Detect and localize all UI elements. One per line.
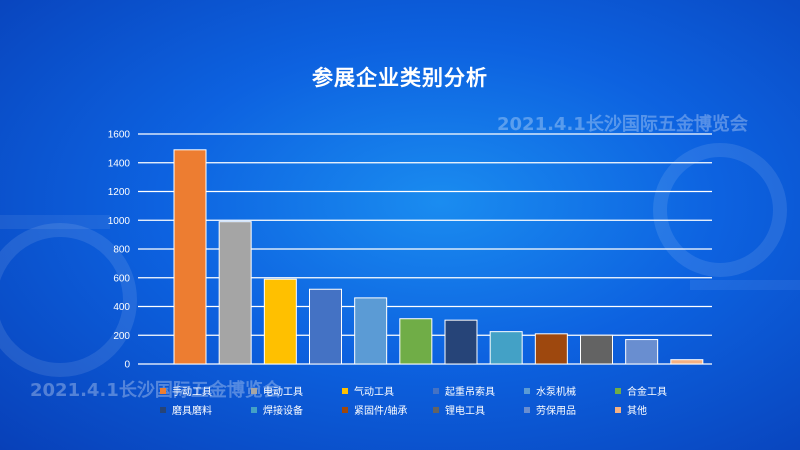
legend-item: 起重吊索具 <box>433 381 524 400</box>
legend-label: 劳保用品 <box>536 406 576 417</box>
legend-item: 劳保用品 <box>524 400 615 419</box>
legend-item: 焊接设备 <box>251 400 342 419</box>
legend-item: 锂电工具 <box>433 400 524 419</box>
legend-swatch <box>251 387 257 394</box>
bar-9 <box>534 333 568 365</box>
legend-item: 电动工具 <box>251 381 342 400</box>
legend-swatch <box>433 406 439 413</box>
bar-3 <box>263 278 297 365</box>
bar-1 <box>173 149 207 365</box>
bar-5 <box>354 297 388 365</box>
legend-label: 焊接设备 <box>263 406 303 417</box>
chart-legend: 手动工具 电动工具 气动工具 起重吊索具 水泵机械 合金工具磨具磨料 焊接设备 紧固件/轴承 锂… <box>160 381 720 419</box>
y-tick-label: 1400 <box>108 158 131 169</box>
legend-swatch <box>524 387 530 394</box>
legend-item: 磨具磨料 <box>160 400 251 419</box>
y-tick-label: 1000 <box>108 216 131 227</box>
legend-label: 其他 <box>627 406 647 417</box>
y-tick-label: 400 <box>113 302 130 313</box>
legend-label: 锂电工具 <box>445 406 485 417</box>
legend-row: 手动工具 电动工具 气动工具 起重吊索具 水泵机械 合金工具 <box>160 381 720 400</box>
legend-label: 磨具磨料 <box>172 406 212 417</box>
bar-6 <box>399 318 433 365</box>
legend-item: 其他 <box>615 400 706 419</box>
y-tick-label: 200 <box>113 331 130 342</box>
y-tick-label: 1600 <box>108 130 131 141</box>
legend-label: 合金工具 <box>627 387 667 398</box>
legend-swatch <box>160 406 166 413</box>
gear-decoration-icon <box>653 143 787 277</box>
bar-8 <box>489 331 523 365</box>
y-tick-label: 0 <box>124 360 130 371</box>
legend-item: 水泵机械 <box>524 381 615 400</box>
legend-label: 水泵机械 <box>536 387 576 398</box>
legend-swatch <box>251 406 257 413</box>
legend-label: 起重吊索具 <box>445 387 495 398</box>
legend-label: 紧固件/轴承 <box>354 406 408 417</box>
legend-swatch <box>524 406 530 413</box>
legend-item: 手动工具 <box>160 381 251 400</box>
legend-swatch <box>615 406 621 413</box>
legend-item: 气动工具 <box>342 381 433 400</box>
gear-decoration-icon <box>0 223 137 377</box>
y-tick-label: 800 <box>113 245 130 256</box>
bar-7 <box>444 319 478 365</box>
y-tick-label: 1200 <box>108 187 131 198</box>
legend-label: 手动工具 <box>172 387 212 398</box>
chart-title: 参展企业类别分析 <box>312 66 488 90</box>
watermark-top: 2021.4.1长沙国际五金博览会 <box>497 114 748 135</box>
legend-label: 气动工具 <box>354 387 394 398</box>
legend-label: 电动工具 <box>263 387 303 398</box>
bar-11 <box>625 339 659 365</box>
legend-swatch <box>342 387 348 394</box>
legend-swatch <box>615 387 621 394</box>
bar-2 <box>218 221 252 365</box>
y-tick-label: 600 <box>113 273 130 284</box>
legend-swatch <box>342 406 348 413</box>
legend-item: 合金工具 <box>615 381 706 400</box>
legend-swatch <box>433 387 439 394</box>
bar-10 <box>580 334 613 365</box>
watermark-bottom: 2021.4.1长沙国际五金博览会 <box>30 380 281 401</box>
legend-item: 紧固件/轴承 <box>342 400 433 419</box>
legend-row: 磨具磨料 焊接设备 紧固件/轴承 锂电工具 劳保用品 其他 <box>160 400 720 419</box>
legend-swatch <box>160 387 166 394</box>
bar-4 <box>309 288 342 365</box>
bar-12 <box>670 359 704 365</box>
